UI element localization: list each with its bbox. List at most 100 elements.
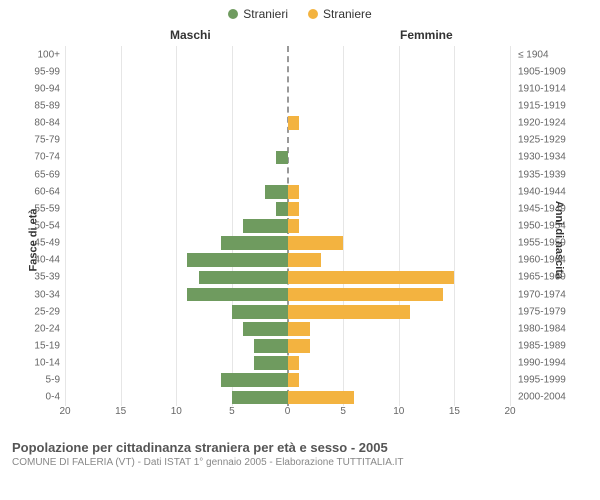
- bar-male: [276, 202, 287, 216]
- chart-area: Fasce di età Anni di nascita 20151050510…: [0, 46, 600, 434]
- birth-label: 1965-1969: [518, 272, 578, 283]
- bar-female: [288, 391, 355, 405]
- pyramid-row: [65, 183, 510, 200]
- legend-male-label: Stranieri: [243, 7, 288, 21]
- bar-male: [232, 391, 288, 405]
- pyramid-row: [65, 252, 510, 269]
- age-label: 70-74: [22, 152, 60, 163]
- age-label: 35-39: [22, 272, 60, 283]
- plot: [65, 46, 510, 406]
- birth-label: 1975-1979: [518, 306, 578, 317]
- x-axis: 201510505101520: [65, 406, 510, 424]
- age-label: 90-94: [22, 83, 60, 94]
- pyramid-row: [65, 269, 510, 286]
- bar-male: [243, 322, 288, 336]
- age-label: 55-59: [22, 203, 60, 214]
- footer-subtitle: COMUNE DI FALERIA (VT) - Dati ISTAT 1° g…: [12, 457, 588, 468]
- bar-female: [288, 219, 299, 233]
- bar-female: [288, 373, 299, 387]
- x-tick: 5: [229, 406, 235, 417]
- birth-label: 1985-1989: [518, 341, 578, 352]
- bar-male: [199, 271, 288, 285]
- birth-label: 1925-1929: [518, 135, 578, 146]
- bar-female: [288, 271, 455, 285]
- age-label: 75-79: [22, 135, 60, 146]
- bar-female: [288, 288, 444, 302]
- age-label: 25-29: [22, 306, 60, 317]
- grid-line: [510, 46, 511, 406]
- pyramid-row: [65, 337, 510, 354]
- age-label: 60-64: [22, 186, 60, 197]
- bar-female: [288, 322, 310, 336]
- bar-male: [254, 339, 287, 353]
- bar-male: [254, 356, 287, 370]
- bar-male: [232, 305, 288, 319]
- bar-male: [221, 373, 288, 387]
- pyramid-row: [65, 63, 510, 80]
- bar-female: [288, 202, 299, 216]
- birth-label: 1945-1949: [518, 203, 578, 214]
- pyramid-row: [65, 320, 510, 337]
- bar-male: [243, 219, 288, 233]
- pyramid-row: [65, 372, 510, 389]
- pyramid-row: [65, 149, 510, 166]
- pyramid-row: [65, 132, 510, 149]
- age-label: 15-19: [22, 341, 60, 352]
- birth-label: 1950-1954: [518, 221, 578, 232]
- bar-male: [187, 253, 287, 267]
- age-label: 30-34: [22, 289, 60, 300]
- birth-label: 1905-1909: [518, 66, 578, 77]
- x-tick: 5: [340, 406, 346, 417]
- pyramid-row: [65, 286, 510, 303]
- birth-label: 2000-2004: [518, 392, 578, 403]
- age-label: 100+: [22, 49, 60, 60]
- legend-male: Stranieri: [228, 7, 288, 21]
- age-label: 5-9: [22, 375, 60, 386]
- pyramid-row: [65, 217, 510, 234]
- footer: Popolazione per cittadinanza straniera p…: [0, 434, 600, 468]
- top-labels: Maschi Femmine: [0, 28, 600, 46]
- birth-label: 1990-1994: [518, 358, 578, 369]
- birth-label: 1995-1999: [518, 375, 578, 386]
- bar-female: [288, 116, 299, 130]
- age-label: 20-24: [22, 323, 60, 334]
- x-tick: 10: [171, 406, 182, 417]
- birth-label: 1930-1934: [518, 152, 578, 163]
- age-label: 80-84: [22, 118, 60, 129]
- bar-male: [265, 185, 287, 199]
- legend-female-label: Straniere: [323, 7, 372, 21]
- bar-female: [288, 339, 310, 353]
- pyramid-row: [65, 97, 510, 114]
- age-label: 10-14: [22, 358, 60, 369]
- pyramid-row: [65, 389, 510, 406]
- birth-label: 1915-1919: [518, 101, 578, 112]
- x-tick: 10: [393, 406, 404, 417]
- age-label: 65-69: [22, 169, 60, 180]
- birth-label: 1935-1939: [518, 169, 578, 180]
- pyramid-row: [65, 80, 510, 97]
- bar-female: [288, 185, 299, 199]
- top-label-male: Maschi: [170, 28, 211, 42]
- bar-female: [288, 253, 321, 267]
- bar-male: [221, 236, 288, 250]
- bar-male: [276, 151, 287, 165]
- age-label: 45-49: [22, 238, 60, 249]
- pyramid-row: [65, 355, 510, 372]
- legend: Stranieri Straniere: [0, 0, 600, 28]
- x-tick: 0: [285, 406, 291, 417]
- age-label: 0-4: [22, 392, 60, 403]
- bar-female: [288, 305, 410, 319]
- x-tick: 15: [449, 406, 460, 417]
- age-label: 40-44: [22, 255, 60, 266]
- x-tick: 20: [504, 406, 515, 417]
- birth-label: 1955-1959: [518, 238, 578, 249]
- bar-female: [288, 236, 344, 250]
- birth-label: ≤ 1904: [518, 49, 578, 60]
- birth-label: 1960-1964: [518, 255, 578, 266]
- birth-label: 1970-1974: [518, 289, 578, 300]
- birth-label: 1940-1944: [518, 186, 578, 197]
- footer-title: Popolazione per cittadinanza straniera p…: [12, 440, 588, 455]
- birth-label: 1920-1924: [518, 118, 578, 129]
- legend-female-dot: [308, 9, 318, 19]
- pyramid-row: [65, 235, 510, 252]
